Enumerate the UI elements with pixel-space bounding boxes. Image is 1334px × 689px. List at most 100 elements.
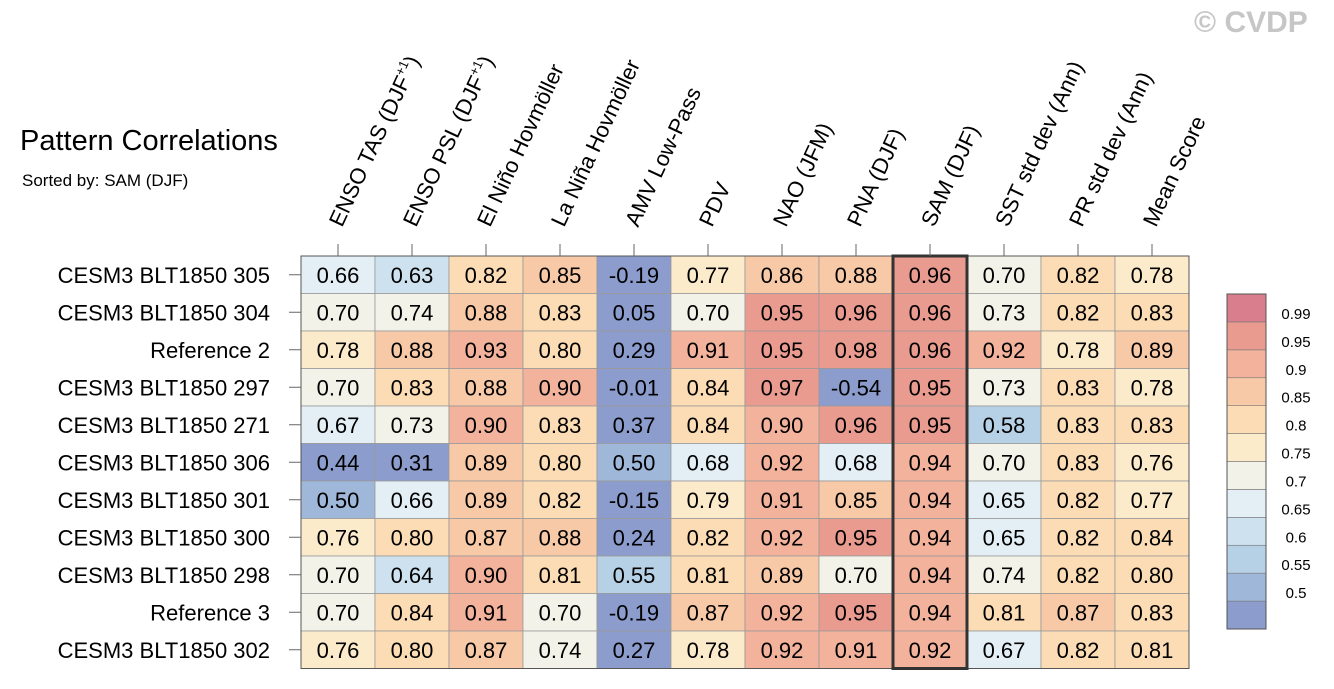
row-label: CESM3 BLT1850 304 <box>58 300 270 325</box>
colorbar-swatch <box>1226 572 1267 602</box>
cell-value-label: 0.88 <box>465 300 508 325</box>
cell-value-label: 0.83 <box>539 300 582 325</box>
cell-value-label: 0.74 <box>391 300 434 325</box>
cell-value-label: 0.83 <box>1057 375 1100 400</box>
cell-value-label: 0.67 <box>983 638 1026 663</box>
cell-value-label: 0.83 <box>1131 300 1174 325</box>
cell-value-label: 0.97 <box>761 375 804 400</box>
cell-value-label: 0.83 <box>391 375 434 400</box>
heatmap-cell <box>374 630 450 669</box>
heatmap-cell <box>744 630 820 669</box>
cell-value-label: 0.93 <box>465 338 508 363</box>
heatmap-cell <box>818 555 894 594</box>
cell-value-label: 0.80 <box>391 638 434 663</box>
colorbar-swatch <box>1226 293 1267 323</box>
cell-value-label: 0.95 <box>835 525 878 550</box>
cell-value-label: 0.80 <box>539 338 582 363</box>
heatmap-cell <box>596 593 672 632</box>
cell-value-label: 0.78 <box>1057 338 1100 363</box>
cell-value-label: 0.85 <box>539 263 582 288</box>
cell-value-label: -0.19 <box>609 263 659 288</box>
cell-value-label: 0.24 <box>613 525 656 550</box>
cell-value-label: 0.78 <box>687 638 730 663</box>
cell-value-label: 0.95 <box>835 600 878 625</box>
heatmap-cell <box>300 330 376 369</box>
heatmap-cell <box>1114 255 1190 294</box>
cell-value-label: 0.74 <box>539 638 582 663</box>
heatmap-cell <box>1040 405 1116 444</box>
heatmap-cell <box>1040 255 1116 294</box>
heatmap-cell <box>1040 518 1116 557</box>
heatmap-cell <box>1040 368 1116 407</box>
cell-value-label: 0.96 <box>909 338 952 363</box>
cell-value-label: 0.50 <box>317 488 360 513</box>
colorbar-swatch <box>1226 433 1267 462</box>
cell-value-label: 0.66 <box>391 488 434 513</box>
cell-value-label: -0.01 <box>609 375 659 400</box>
heatmap-cell <box>818 405 894 444</box>
cell-value-label: 0.84 <box>687 375 730 400</box>
colorbar-swatch <box>1226 544 1267 574</box>
cell-value-label: 0.94 <box>909 563 952 588</box>
colorbar-tick-label: 0.85 <box>1281 390 1310 407</box>
cell-value-label: 0.96 <box>835 413 878 438</box>
heatmap-cell <box>744 593 820 632</box>
cell-value-label: 0.31 <box>391 450 434 475</box>
colorbar-tick-label: 0.5 <box>1286 585 1307 602</box>
heatmap-cell <box>300 443 376 482</box>
cell-value-label: 0.81 <box>687 563 730 588</box>
colorbar-tick-label: 0.9 <box>1286 362 1307 379</box>
cell-value-label: 0.78 <box>1131 263 1174 288</box>
cell-value-label: 0.92 <box>761 638 804 663</box>
heatmap-cell <box>670 293 746 332</box>
cell-value-label: 0.70 <box>317 375 360 400</box>
copyright-watermark: © CVDP <box>1194 6 1308 39</box>
cell-value-label: 0.84 <box>687 413 730 438</box>
heatmap-cell <box>818 443 894 482</box>
cell-value-label: 0.73 <box>391 413 434 438</box>
heatmap-cell <box>818 630 894 669</box>
heatmap-cell <box>1040 293 1116 332</box>
heatmap-cell <box>596 480 672 519</box>
cell-value-label: 0.86 <box>761 263 804 288</box>
colorbar-swatch <box>1226 377 1267 406</box>
cell-value-label: 0.92 <box>983 338 1026 363</box>
cell-value-label: 0.90 <box>465 563 508 588</box>
cell-value-label: 0.80 <box>391 525 434 550</box>
heatmap-cell <box>1040 443 1116 482</box>
colorbar-tick-label: 0.99 <box>1281 306 1310 323</box>
cell-value-label: 0.68 <box>687 450 730 475</box>
heatmap-cell <box>1040 593 1116 632</box>
cell-value-label: 0.70 <box>317 563 360 588</box>
row-label: CESM3 BLT1850 302 <box>58 638 270 663</box>
colorbar-tick-label: 0.7 <box>1286 473 1307 490</box>
colorbar-swatch <box>1226 517 1267 546</box>
heatmap-cell <box>670 593 746 632</box>
cell-value-label: 0.91 <box>465 600 508 625</box>
cell-value-label: 0.81 <box>539 563 582 588</box>
row-label: CESM3 BLT1850 305 <box>58 263 270 288</box>
cell-value-label: 0.70 <box>687 300 730 325</box>
cell-value-label: 0.81 <box>983 600 1026 625</box>
cell-value-label: 0.73 <box>983 375 1026 400</box>
cell-value-label: 0.83 <box>1057 413 1100 438</box>
heatmap-cell <box>966 555 1042 594</box>
heatmap-cell <box>1114 330 1190 369</box>
cell-value-label: 0.98 <box>835 338 878 363</box>
colorbar-frame <box>1226 293 1267 630</box>
heatmap-cell <box>744 368 820 407</box>
cell-value-label: 0.91 <box>835 638 878 663</box>
heatmap-cell <box>670 330 746 369</box>
colorbar-swatch <box>1226 405 1267 434</box>
cell-value-label: 0.77 <box>687 263 730 288</box>
heatmap-cell <box>1114 630 1190 669</box>
colorbar-tick-label: 0.6 <box>1286 529 1307 546</box>
cell-value-label: 0.64 <box>391 563 434 588</box>
heatmap-cell <box>596 368 672 407</box>
heatmap-cell <box>374 368 450 407</box>
row-label: CESM3 BLT1850 301 <box>58 488 270 513</box>
heatmap-cell <box>596 293 672 332</box>
cell-value-label: 0.94 <box>909 450 952 475</box>
heatmap-cell <box>448 630 524 669</box>
